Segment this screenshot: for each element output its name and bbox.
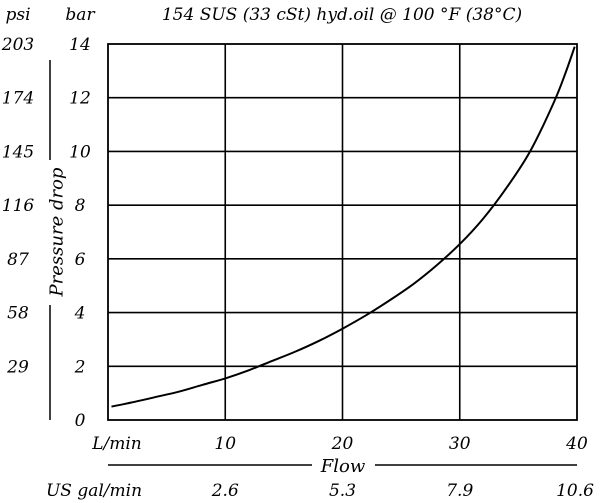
y-secondary-tick-label: 116 xyxy=(2,196,35,216)
y-unit-psi: psi xyxy=(5,5,30,25)
y-tick-label: 6 xyxy=(75,250,86,270)
y-secondary-tick-label: 29 xyxy=(6,357,29,377)
y-tick-label: 12 xyxy=(69,89,91,109)
x-axis-title: Flow xyxy=(320,456,366,477)
y-tick-label: 0 xyxy=(75,411,86,431)
x-tick-label: 10 xyxy=(214,434,236,454)
y-tick-label: 2 xyxy=(74,357,86,377)
y-secondary-tick-label: 174 xyxy=(2,89,34,109)
x-secondary-tick-label: 5.3 xyxy=(329,481,356,501)
series-layer xyxy=(111,46,576,408)
chart-title: 154 SUS (33 cSt) hyd.oil @ 100 °F (38°C) xyxy=(162,5,522,25)
y-tick-label: 10 xyxy=(69,142,91,162)
y-tick-label: 14 xyxy=(69,35,91,55)
y-secondary-tick-label: 203 xyxy=(1,35,34,55)
chart-labels: 154 SUS (33 cSt) hyd.oil @ 100 °F (38°C)… xyxy=(1,5,594,501)
chart-grid xyxy=(107,43,578,421)
y-unit-bar: bar xyxy=(65,5,95,25)
y-axis-title: Pressure drop xyxy=(46,167,67,297)
y-tick-label: 4 xyxy=(74,304,86,324)
y-secondary-tick-label: 145 xyxy=(2,142,34,162)
x-unit-lmin: L/min xyxy=(91,434,142,454)
y-tick-label: 8 xyxy=(75,196,86,216)
x-unit-usgal: US gal/min xyxy=(46,481,142,501)
y-secondary-tick-label: 87 xyxy=(7,250,29,270)
x-tick-label: 30 xyxy=(449,434,471,454)
pressure-drop-curve xyxy=(111,46,576,408)
x-tick-label: 20 xyxy=(331,434,354,454)
x-secondary-tick-label: 10.6 xyxy=(556,481,594,501)
x-secondary-tick-label: 7.9 xyxy=(446,481,473,501)
x-tick-label: 40 xyxy=(565,434,588,454)
y-secondary-tick-label: 58 xyxy=(7,304,29,324)
x-secondary-tick-label: 2.6 xyxy=(211,481,239,501)
